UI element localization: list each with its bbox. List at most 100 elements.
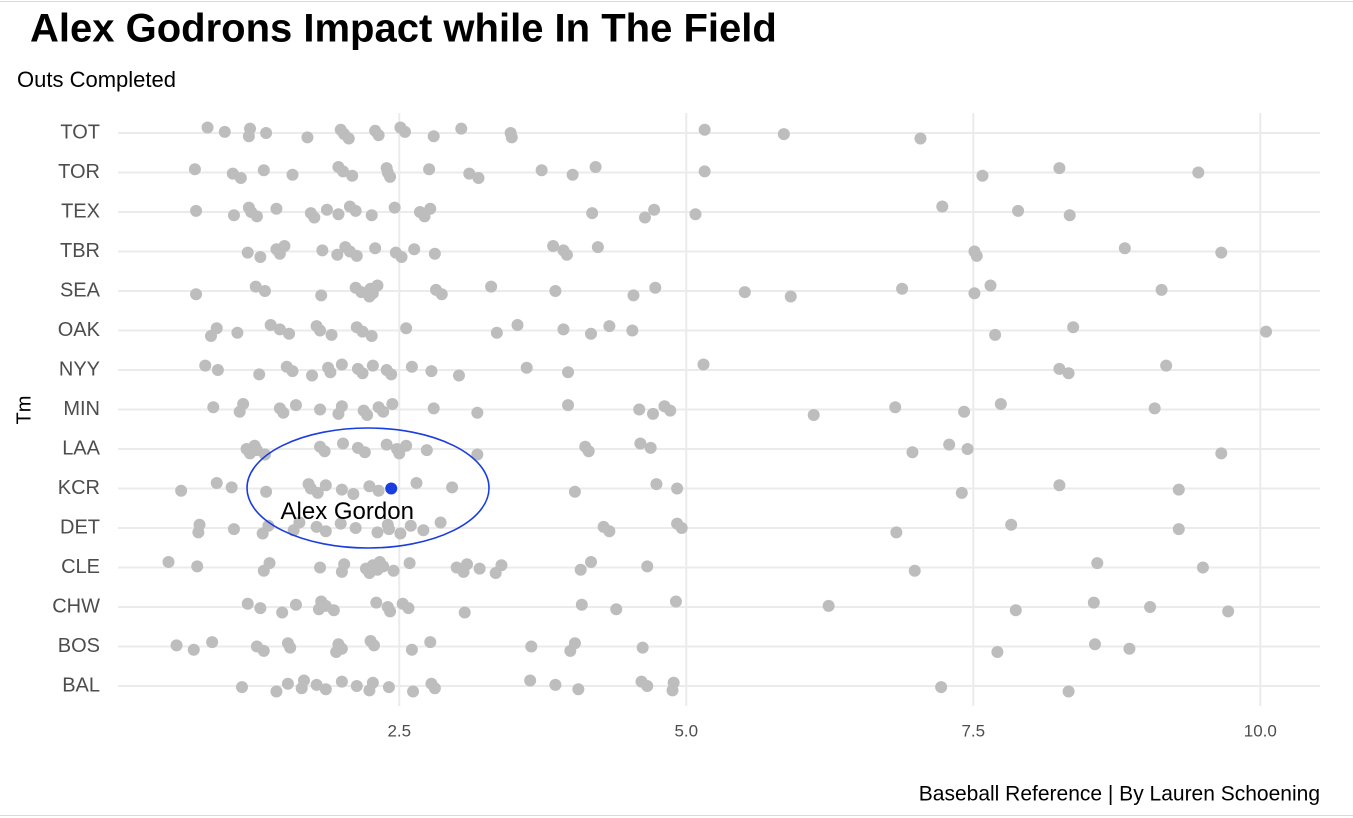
y-axis-label: Tm	[13, 396, 35, 425]
point	[991, 646, 1004, 658]
y-tick-label: CHW	[52, 595, 100, 617]
highlight-label: Alex Gordon	[281, 498, 414, 525]
point	[557, 323, 570, 336]
point	[405, 360, 418, 373]
point	[961, 443, 974, 455]
point	[263, 557, 276, 570]
point	[648, 203, 661, 216]
point	[227, 523, 240, 536]
point	[310, 520, 323, 533]
point	[187, 643, 200, 656]
point	[337, 165, 350, 178]
point	[331, 248, 344, 261]
point	[308, 211, 321, 224]
point	[258, 448, 271, 461]
point	[301, 131, 314, 144]
point	[324, 366, 337, 379]
point	[402, 602, 415, 615]
point	[417, 524, 430, 537]
point	[369, 242, 382, 255]
point	[382, 681, 395, 694]
point	[241, 597, 254, 610]
point	[320, 203, 333, 216]
point	[395, 251, 408, 263]
point	[199, 359, 212, 372]
point	[689, 208, 702, 221]
point	[1215, 246, 1228, 259]
x-tick-label: 10.0	[1244, 721, 1277, 740]
point	[1222, 605, 1235, 618]
point	[461, 558, 474, 571]
point	[490, 326, 503, 339]
point	[407, 685, 420, 698]
point	[210, 477, 223, 489]
point	[1148, 402, 1161, 415]
highlight-point	[385, 482, 398, 495]
point	[384, 170, 397, 183]
point	[738, 286, 751, 299]
point	[284, 641, 297, 654]
point	[584, 327, 597, 340]
point	[562, 366, 575, 379]
point	[549, 285, 562, 297]
point	[372, 484, 385, 497]
point	[350, 680, 363, 692]
point	[650, 478, 663, 491]
point	[582, 445, 595, 458]
point	[368, 639, 381, 652]
point	[201, 121, 214, 134]
point	[520, 361, 533, 374]
point	[363, 480, 376, 493]
point	[385, 368, 398, 381]
point	[1196, 561, 1209, 574]
point	[698, 165, 711, 178]
point	[388, 201, 401, 214]
point	[572, 683, 585, 696]
point	[644, 441, 657, 454]
point	[254, 251, 267, 263]
point	[452, 369, 465, 382]
point	[225, 481, 238, 494]
point	[249, 280, 262, 293]
point	[231, 326, 244, 339]
point	[505, 131, 518, 144]
point	[366, 359, 379, 372]
point	[314, 403, 327, 416]
point	[697, 358, 710, 371]
point	[335, 642, 348, 655]
x-tick-label: 5.0	[674, 721, 698, 740]
point	[365, 330, 378, 342]
point	[549, 678, 562, 691]
point	[1144, 601, 1157, 613]
point	[1053, 162, 1066, 175]
point	[1062, 685, 1075, 698]
point	[610, 603, 623, 616]
point	[1005, 518, 1018, 531]
point	[958, 405, 971, 418]
point	[807, 409, 820, 421]
point	[1155, 283, 1168, 296]
point	[428, 247, 441, 260]
point	[633, 403, 646, 416]
point	[420, 444, 433, 457]
y-tick-label: NYY	[59, 358, 100, 380]
point	[472, 172, 485, 184]
point	[377, 560, 390, 573]
point	[335, 400, 348, 413]
point	[1160, 359, 1173, 372]
point	[347, 488, 360, 500]
point	[428, 682, 441, 695]
point	[446, 481, 459, 494]
point	[315, 289, 328, 302]
point	[511, 319, 524, 331]
point	[890, 526, 903, 539]
point	[162, 556, 175, 568]
point	[335, 358, 348, 371]
point	[994, 398, 1007, 410]
point	[560, 248, 573, 261]
point	[311, 486, 324, 499]
point	[319, 479, 332, 492]
point	[424, 636, 437, 649]
point	[244, 122, 257, 135]
point	[237, 398, 250, 410]
